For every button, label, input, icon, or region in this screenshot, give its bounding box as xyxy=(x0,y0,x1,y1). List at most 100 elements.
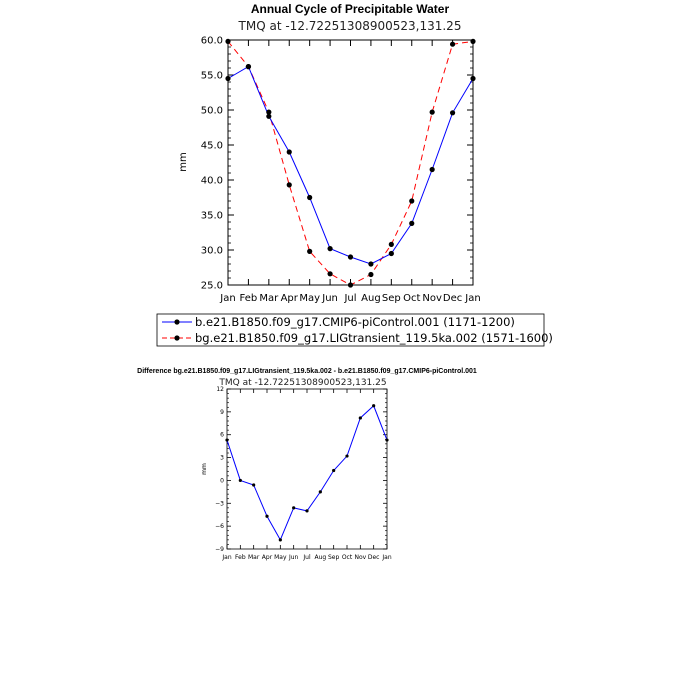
chart1-series-1-point xyxy=(368,261,374,267)
chart1-series-2-point xyxy=(409,198,415,204)
chart2-series-line-1 xyxy=(226,404,388,541)
chart2-x-tick-label: Apr xyxy=(262,554,273,561)
chart1-series-1-point xyxy=(307,194,313,201)
chart2-plot-frame xyxy=(226,388,388,550)
chart2-series-1-point xyxy=(345,454,349,458)
chart1-plot-frame xyxy=(227,39,474,286)
chart2-ylabel: mm xyxy=(201,463,208,475)
legend-box xyxy=(156,313,545,347)
chart2-series-1-point xyxy=(318,490,322,494)
legend-marker-series-2 xyxy=(174,335,180,341)
chart1-series-line-2 xyxy=(227,40,474,286)
chart1-series-1-point xyxy=(409,220,415,226)
chart2-series-1-point xyxy=(385,438,389,442)
chart2-series-1-point xyxy=(265,514,269,518)
chart1-series-1-point xyxy=(347,254,354,260)
chart1-y-tick-label: 60.0 xyxy=(201,36,223,47)
legend-label-series-2: bg.e21.B1850.f09_g17.LIGtransient_119.5k… xyxy=(195,331,553,345)
chart1-series-2-point xyxy=(245,64,252,70)
chart1-x-tick-label: Jun xyxy=(321,293,338,304)
chart1-series-2-point xyxy=(429,109,435,115)
chart1-x-tick-label: Mar xyxy=(259,293,279,304)
chart1-y-tick-label: 45.0 xyxy=(201,141,223,152)
chart1-series-1-point xyxy=(266,113,272,119)
chart2-x-tick-label: Nov xyxy=(354,554,366,561)
chart2-x-tick-label: Aug xyxy=(314,554,326,561)
chart2-y-tick-label: 6 xyxy=(220,432,224,439)
chart1-series-2-point xyxy=(327,271,333,277)
chart2-series-1-point xyxy=(252,483,256,487)
chart2-series-1-point xyxy=(292,506,296,510)
chart1-x-tick-label: Sep xyxy=(382,293,401,304)
chart1-series-2-point xyxy=(368,271,374,278)
chart1-x-tick-label: Jan xyxy=(464,293,480,304)
legend-marker-series-1 xyxy=(174,319,180,325)
chart1-series-2-point xyxy=(307,248,313,254)
chart2-y-tick-label: −9 xyxy=(215,546,224,553)
chart1-x-tick-label: May xyxy=(299,293,320,304)
chart1-series-1-point xyxy=(429,166,435,173)
chart1-x-tick-label: Nov xyxy=(422,293,442,304)
chart1-x-tick-label: Apr xyxy=(281,293,299,304)
chart1-x-tick-label: Aug xyxy=(361,293,381,304)
chart2-y-tick-label: −3 xyxy=(215,500,224,507)
chart2-series-1-point xyxy=(278,538,282,542)
chart2-y-tick-label: −6 xyxy=(215,523,224,530)
chart1-series-1-point xyxy=(449,110,456,116)
legend-label-series-1: b.e21.B1850.f09_g17.CMIP6-piControl.001 … xyxy=(195,315,515,329)
chart1-series-2-point xyxy=(388,241,394,247)
chart1-series-2-point xyxy=(266,109,272,115)
chart1-x-tick-label: Oct xyxy=(403,293,420,304)
chart2-y-tick-label: 9 xyxy=(220,409,224,416)
chart1-series-1-point xyxy=(470,75,476,82)
chart1-title: Annual Cycle of Precipitable Water xyxy=(251,2,450,16)
chart2-title: Difference bg.e21.B1850.f09_g17.LIGtrans… xyxy=(137,368,477,375)
chart2-series-1-point xyxy=(225,438,229,442)
chart1-x-tick-label: Dec xyxy=(443,293,462,304)
chart1-x-tick-label: Jul xyxy=(343,293,356,304)
chart1-subtitle: TMQ at -12.72251308900523,131.25 xyxy=(238,19,462,33)
chart1-y-tick-label: 30.0 xyxy=(201,246,223,257)
chart1-series-1-point xyxy=(286,149,292,155)
chart2-x-tick-label: Sep xyxy=(328,554,340,561)
chart1-y-tick-label: 35.0 xyxy=(201,211,223,222)
chart2-series-1-point xyxy=(358,416,362,420)
chart2-axes: Jan Feb Mar Apr May Jun Jul Aug Sep Oct Nov Dec Jan−… xyxy=(215,386,392,561)
chart2-subtitle: TMQ at -12.72251308900523,131.25 xyxy=(218,378,386,388)
chart2-x-tick-label: Jan xyxy=(221,554,231,561)
chart1-series-2-point xyxy=(449,41,456,47)
chart1-series xyxy=(225,38,476,288)
chart2-x-tick-label: Jul xyxy=(302,554,311,561)
chart1-axes: Jan Feb Mar Apr May Jun Jul Aug Sep Oct Nov Dec Jan2… xyxy=(201,36,481,305)
chart1-ylabel: mm xyxy=(178,152,189,171)
chart2-x-tick-label: Mar xyxy=(248,554,260,561)
chart1-series-2-point xyxy=(347,282,354,288)
chart2-series-1-point xyxy=(332,468,336,473)
chart1-series-2-point xyxy=(225,38,231,45)
chart1-series-2-point xyxy=(286,182,292,188)
chart2-y-tick-label: 3 xyxy=(220,455,224,462)
chart2-y-tick-label: 0 xyxy=(220,477,224,484)
chart1-series-1-point xyxy=(225,75,231,82)
chart1-y-tick-label: 25.0 xyxy=(201,281,223,292)
chart1-y-tick-label: 40.0 xyxy=(201,176,223,187)
chart2-series-1-point xyxy=(238,478,242,483)
chart2-x-tick-label: Dec xyxy=(368,554,380,561)
chart2-series-1-point xyxy=(372,404,376,408)
chart2-x-tick-label: Jan xyxy=(381,554,391,561)
chart2-x-tick-label: May xyxy=(274,554,287,561)
chart1-series-2-point xyxy=(470,38,476,45)
chart1-y-tick-label: 55.0 xyxy=(201,71,223,82)
chart1-legend: b.e21.B1850.f09_g17.CMIP6-piControl.001 … xyxy=(156,313,553,347)
chart2-series-1-point xyxy=(305,509,309,513)
chart2-x-tick-label: Feb xyxy=(235,554,246,561)
chart1-x-tick-label: Jan xyxy=(219,293,235,304)
chart1-series-line-1 xyxy=(227,65,474,265)
chart2-x-tick-label: Oct xyxy=(342,554,353,561)
chart2-y-tick-label: 12 xyxy=(216,386,224,393)
chart2-series xyxy=(225,404,389,542)
chart1-series-1-point xyxy=(388,250,394,257)
chart1-series-1-point xyxy=(327,246,333,252)
chart1-x-tick-label: Feb xyxy=(240,293,258,304)
